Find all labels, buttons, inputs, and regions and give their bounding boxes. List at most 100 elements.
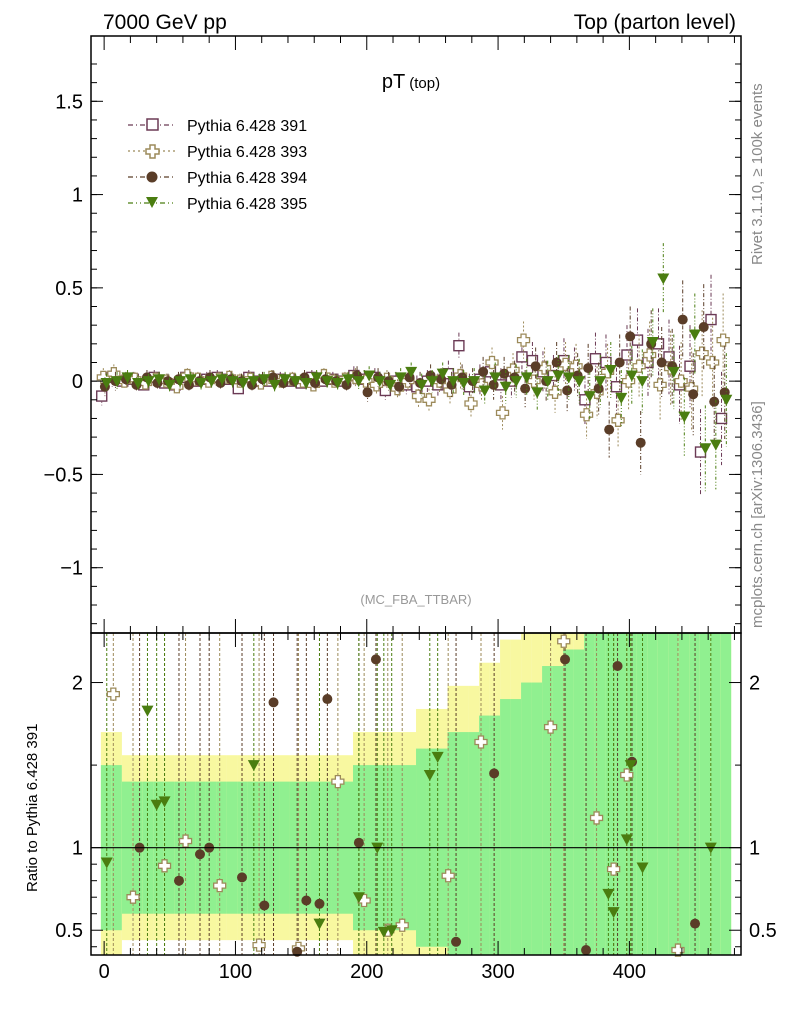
- data-point: [604, 424, 615, 435]
- ratio-band-green: [720, 633, 732, 955]
- legend-marker-393: [145, 144, 160, 159]
- data-point: [562, 372, 575, 384]
- x-tick-label: 400: [613, 961, 646, 983]
- ratio-point: [268, 697, 279, 708]
- ratio-band-green: [521, 682, 532, 955]
- ratio-point: [237, 872, 248, 883]
- data-point: [394, 381, 405, 392]
- ratio-point: [194, 849, 205, 860]
- x-tick-label: 200: [350, 961, 383, 983]
- data-point: [695, 346, 709, 360]
- data-point: [363, 370, 376, 382]
- legend-label-395: Pythia 6.428 395: [187, 196, 307, 213]
- ratio-band-green: [626, 633, 637, 955]
- data-point: [478, 385, 491, 397]
- data-point: [636, 376, 649, 388]
- data-point: [394, 372, 407, 384]
- ratio-point: [581, 945, 592, 956]
- y-tick-label: 0.5: [55, 278, 83, 300]
- data-point: [142, 376, 155, 388]
- ratio-point: [126, 890, 140, 904]
- ratio-error-lines: [106, 633, 712, 955]
- axis-ticks: −1 −0.5 0 0.5 1 1.5 0.5 0.5 1 1 2 2 0 100 200 300 400: [44, 36, 777, 983]
- data-point: [411, 389, 426, 403]
- ratio-point: [636, 862, 649, 874]
- ratio-point: [377, 926, 390, 938]
- ratio-point: [313, 918, 326, 930]
- data-point: [678, 411, 691, 423]
- ratio-band-green: [710, 633, 721, 955]
- data-point: [653, 378, 667, 392]
- data-point: [436, 368, 449, 380]
- data-point: [709, 439, 722, 451]
- data-point: [384, 379, 397, 391]
- data-point: [485, 355, 499, 370]
- ratio-point: [612, 661, 623, 672]
- data-point: [321, 376, 334, 388]
- ratio-point: [385, 925, 398, 937]
- data-point: [530, 361, 541, 372]
- ratio-band-green: [479, 715, 490, 955]
- mcplots-label: mcplots.cern.ch [arXiv:1306.3436]: [749, 401, 766, 628]
- data-point: [447, 376, 460, 388]
- data-point: [625, 370, 638, 382]
- data-point: [121, 372, 134, 384]
- data-point: [268, 379, 281, 391]
- ratio-point: [441, 869, 455, 883]
- data-point: [422, 393, 436, 407]
- ratio-point: [106, 687, 120, 701]
- data-point: [516, 333, 531, 347]
- ratio-point: [602, 888, 615, 900]
- header-right: Top (parton level): [574, 11, 736, 34]
- data-point: [715, 412, 728, 425]
- data-point: [656, 357, 667, 368]
- ratio-y-tick-label: 1: [72, 838, 83, 860]
- data-point: [495, 406, 510, 420]
- ratio-point: [557, 634, 571, 648]
- plot-title: pT (top): [382, 71, 440, 93]
- data-point: [457, 378, 470, 390]
- ratio-y-tick-label-right: 1: [749, 838, 760, 860]
- data-point: [468, 376, 481, 388]
- data-point: [226, 376, 239, 388]
- ratio-band-green: [447, 732, 459, 955]
- data-point: [453, 339, 465, 352]
- data-point: [551, 357, 562, 368]
- data-point: [216, 374, 229, 386]
- watermark-label: (MC_FBA_TTBAR): [360, 592, 471, 607]
- ratio-point: [671, 943, 685, 957]
- data-point: [615, 392, 628, 404]
- data-point: [499, 368, 510, 379]
- data-point: [621, 349, 633, 361]
- data-point: [674, 374, 688, 388]
- ratio-band-green: [531, 682, 543, 955]
- y-tick-label: −0.5: [44, 464, 83, 486]
- data-point: [237, 378, 250, 390]
- data-point: [614, 357, 625, 368]
- data-point: [163, 379, 176, 391]
- data-point: [352, 376, 365, 388]
- ratio-band-green: [636, 633, 648, 955]
- ratio-band-green: [552, 666, 564, 955]
- data-point: [520, 383, 531, 394]
- ratio-band-green: [489, 715, 501, 955]
- data-point: [310, 372, 323, 384]
- data-point: [611, 413, 625, 427]
- data-point: [100, 378, 113, 390]
- legend-item-394: Pythia 6.428 394: [128, 170, 307, 187]
- ratio-point: [100, 857, 113, 869]
- main-plot-marks: [96, 243, 733, 495]
- data-point: [520, 372, 533, 384]
- data-point: [688, 389, 699, 400]
- ratio-point: [314, 898, 325, 909]
- ratio-band-green: [647, 633, 658, 955]
- data-point: [594, 376, 607, 388]
- ratio-point: [331, 774, 345, 789]
- data-point: [510, 376, 523, 388]
- y-tick-label: 1.5: [55, 91, 83, 113]
- plot-title-main: pT: [382, 71, 405, 93]
- data-point: [667, 366, 680, 378]
- data-point: [531, 387, 544, 399]
- legend-item-393: Pythia 6.428 393: [128, 144, 307, 161]
- data-point: [635, 437, 646, 448]
